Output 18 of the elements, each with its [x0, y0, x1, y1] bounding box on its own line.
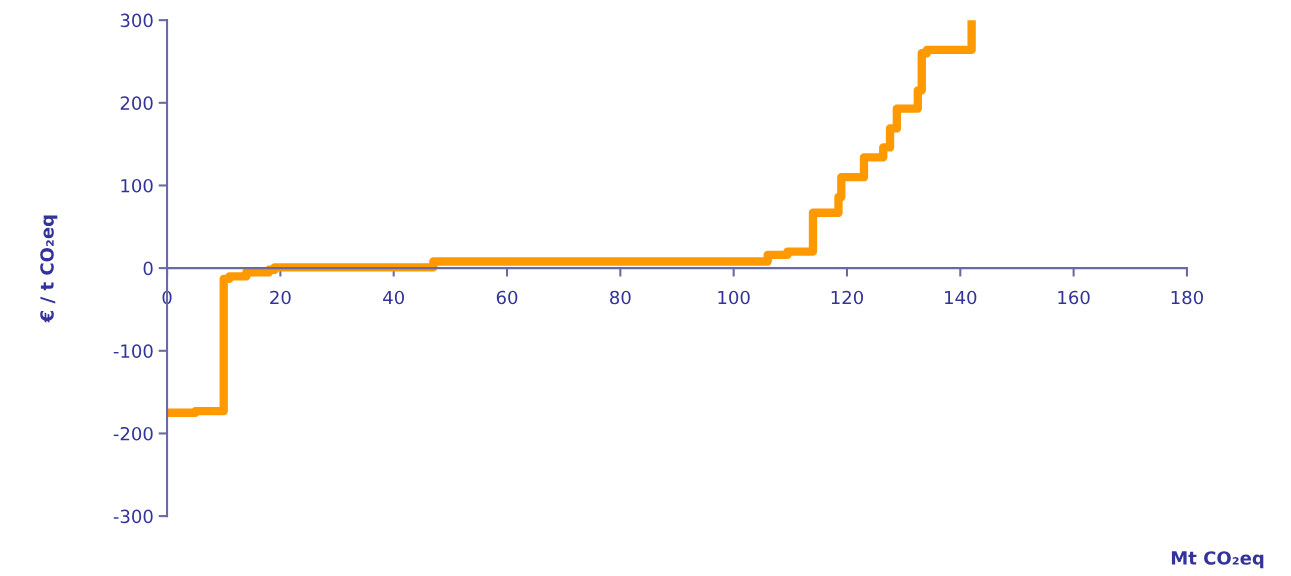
- x-tick-label: 140: [945, 290, 977, 305]
- y-tick-label: 0: [143, 261, 153, 276]
- x-tick-label: 120: [831, 290, 864, 305]
- x-tick-label: 40: [383, 290, 404, 305]
- y-tick-label: 300: [120, 13, 153, 28]
- y-tick-label: 100: [121, 178, 153, 193]
- x-axis-title: Mt CO₂eq: [1171, 551, 1264, 569]
- y-tick-label: -300: [113, 509, 153, 524]
- x-tick-label: 60: [496, 290, 518, 305]
- x-tick-label: 20: [270, 290, 291, 305]
- x-tick-label: 80: [610, 290, 631, 305]
- y-tick-label: 200: [120, 96, 153, 110]
- y-tick-label: -200: [113, 426, 153, 441]
- x-tick-label: 180: [1171, 290, 1203, 305]
- x-tick-label: 100: [718, 290, 750, 305]
- y-axis-title: € / t CO₂eq: [40, 215, 58, 323]
- x-tick-label: 160: [1058, 290, 1090, 305]
- y-tick-label: -100: [113, 344, 153, 358]
